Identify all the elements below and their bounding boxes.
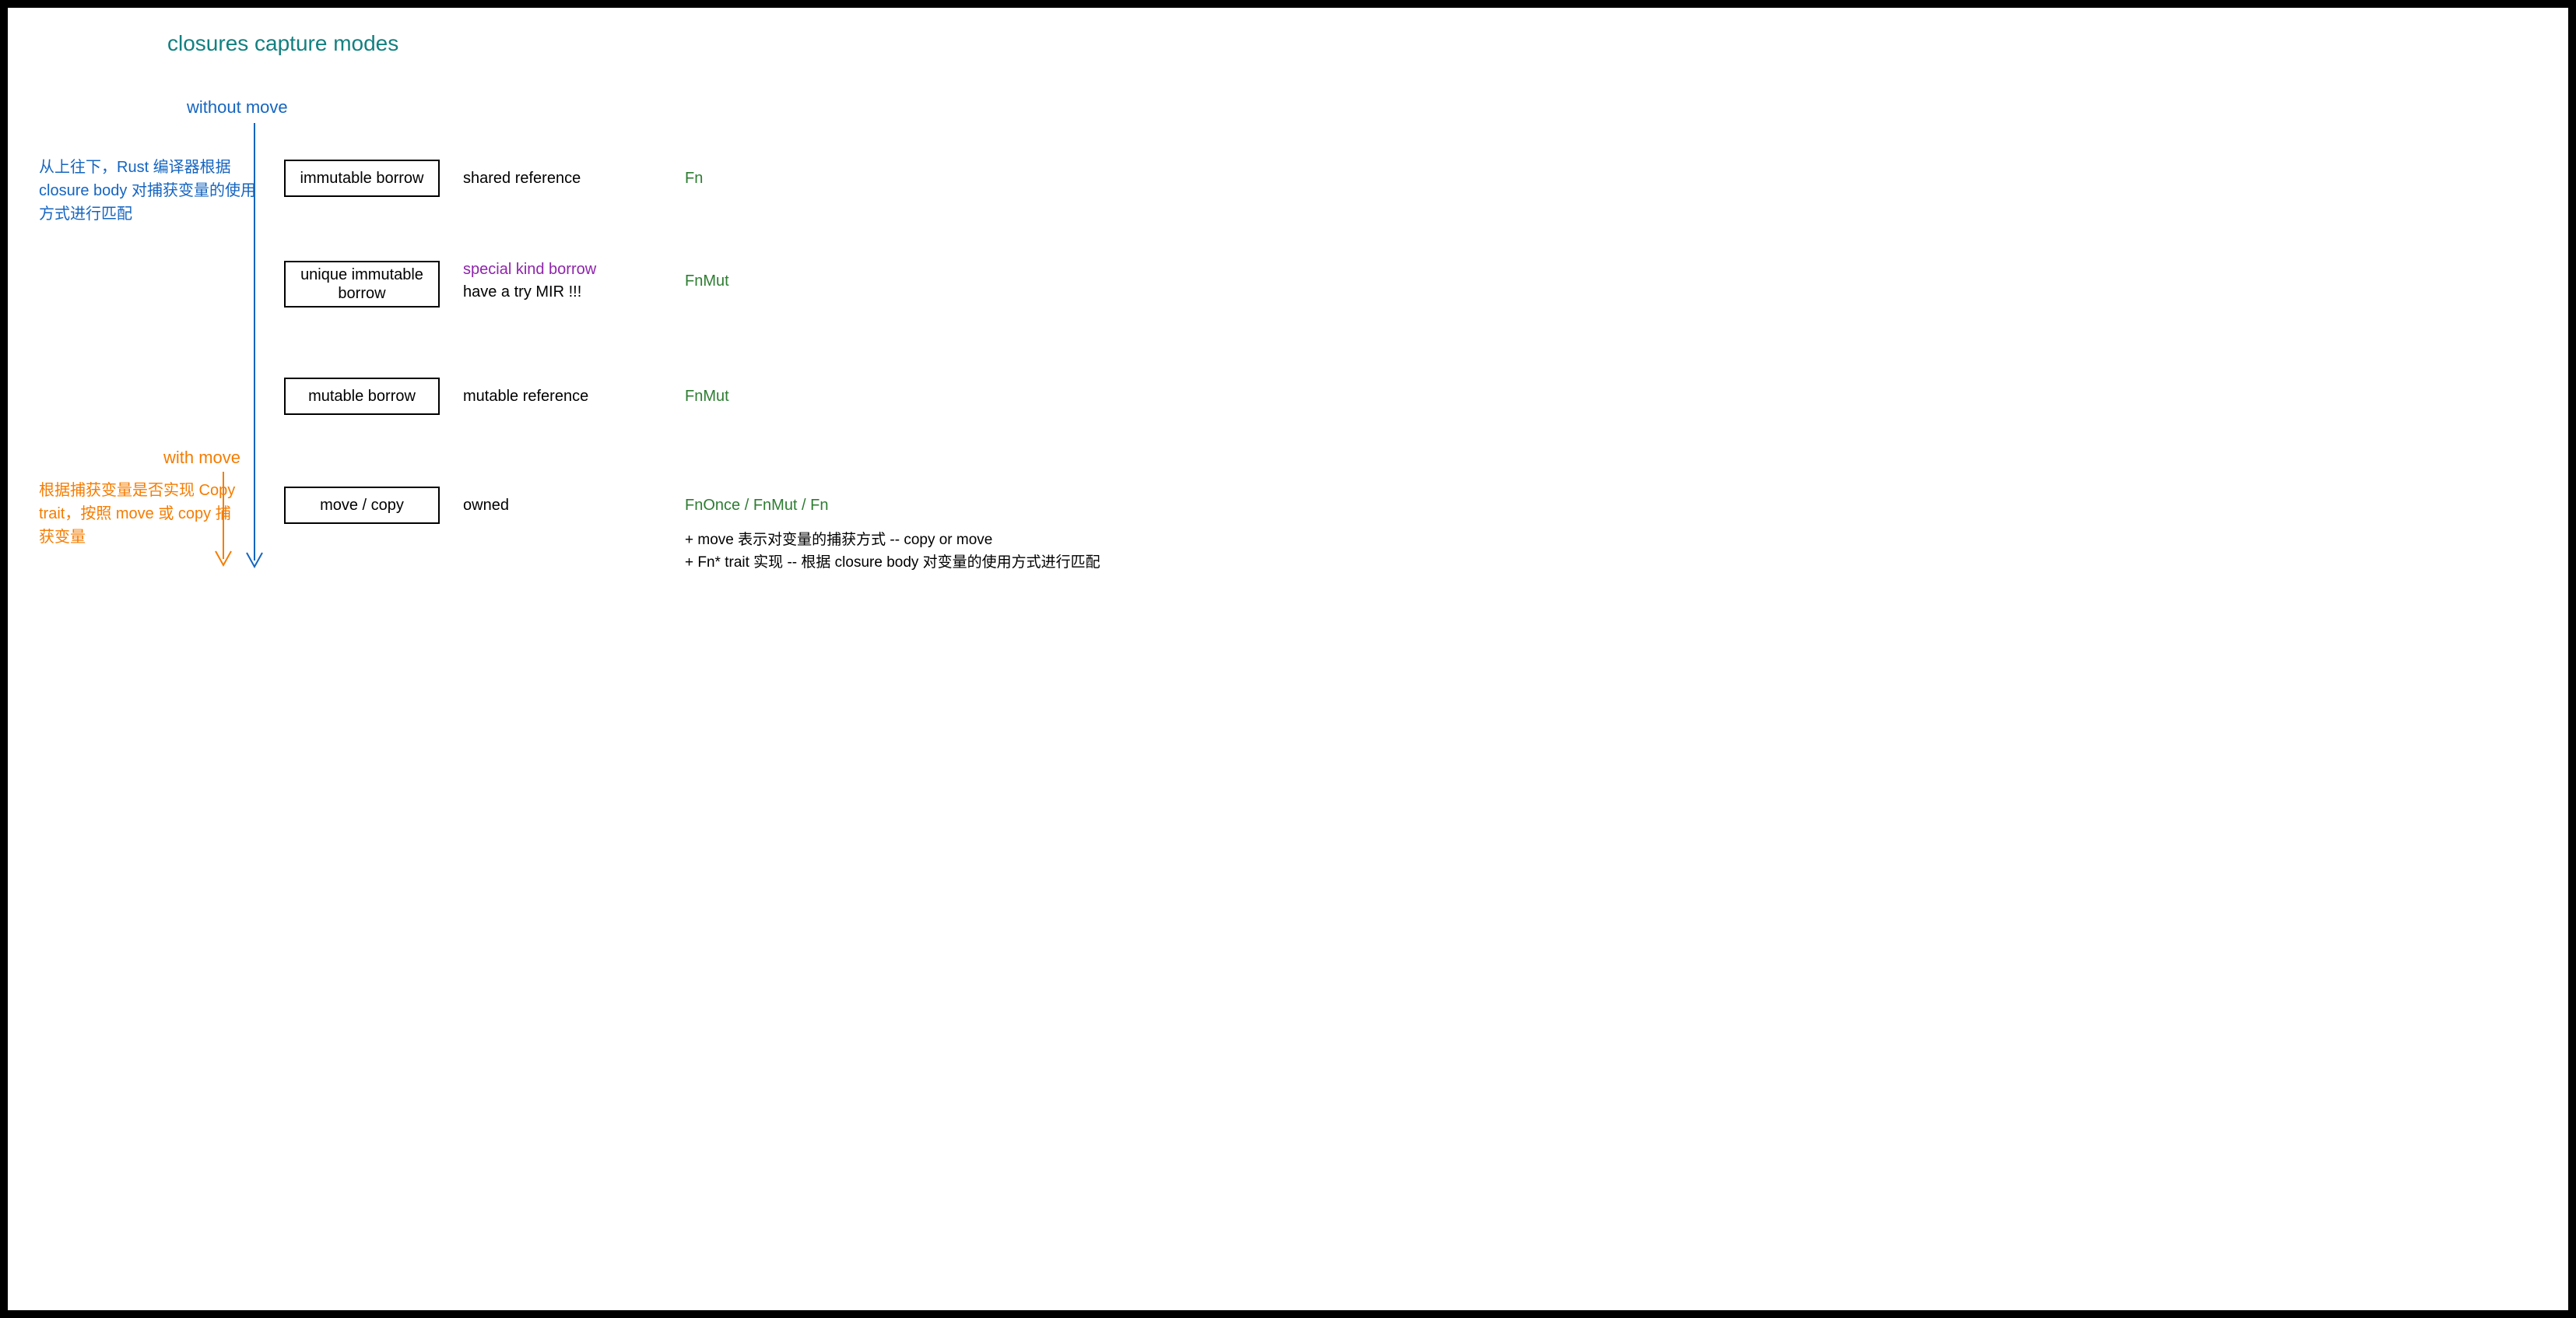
special-kind-borrow-desc: special kind borrow bbox=[463, 261, 596, 279]
owned-desc: owned bbox=[463, 497, 509, 515]
diagram-title: closures capture modes bbox=[167, 31, 2537, 56]
bottom-notes: + move 表示对变量的捕获方式 -- copy or move + Fn* … bbox=[685, 529, 1100, 574]
fnmut-trait-label-1: FnMut bbox=[685, 272, 729, 290]
box-label: unique immutable borrow bbox=[300, 265, 424, 303]
mutable-reference-desc: mutable reference bbox=[463, 388, 588, 406]
with-move-label: with move bbox=[163, 448, 240, 468]
fnonce-fnmut-fn-trait-label: FnOnce / FnMut / Fn bbox=[685, 497, 829, 515]
have-a-try-mir-desc: have a try MIR !!! bbox=[463, 283, 581, 301]
fn-trait-label: Fn bbox=[685, 170, 703, 188]
box-label: move / copy bbox=[320, 497, 404, 515]
box-label: immutable borrow bbox=[300, 170, 424, 188]
bottom-note-line-1: + move 表示对变量的捕获方式 -- copy or move bbox=[685, 529, 1100, 552]
without-move-label: without move bbox=[187, 97, 288, 118]
blue-down-arrow-icon bbox=[245, 123, 268, 582]
box-label: mutable borrow bbox=[308, 388, 416, 406]
unique-immutable-borrow-box: unique immutable borrow bbox=[284, 261, 440, 308]
shared-reference-desc: shared reference bbox=[463, 170, 581, 188]
move-copy-box: move / copy bbox=[284, 487, 440, 524]
fnmut-trait-label-2: FnMut bbox=[685, 388, 729, 406]
bottom-note-line-2: + Fn* trait 实现 -- 根据 closure body 对变量的使用… bbox=[685, 552, 1100, 575]
immutable-borrow-box: immutable borrow bbox=[284, 160, 440, 197]
orange-copy-trait-note: 根据捕获变量是否实现 Copy trait，按照 move 或 copy 捕获变… bbox=[39, 479, 241, 549]
orange-down-arrow-icon bbox=[214, 472, 237, 577]
blue-compiler-note: 从上往下，Rust 编译器根据 closure body 对捕获变量的使用方式进… bbox=[39, 156, 257, 226]
mutable-borrow-box: mutable borrow bbox=[284, 378, 440, 415]
